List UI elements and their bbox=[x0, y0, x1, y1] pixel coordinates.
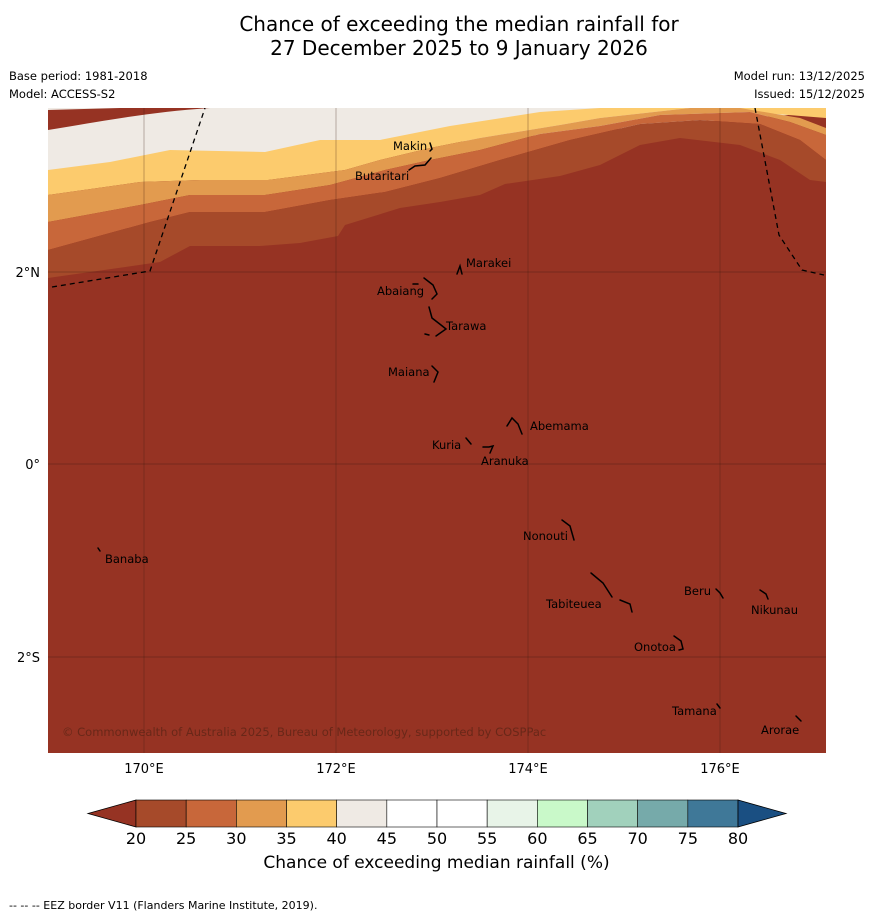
colorbar-segment bbox=[486, 799, 538, 828]
island-label-banaba: Banaba bbox=[105, 552, 149, 566]
issued-date: Issued: 15/12/2025 bbox=[754, 87, 865, 101]
meta-left: Base period: 1981-2018 Model: ACCESS-S2 bbox=[9, 67, 148, 103]
band-30-35 bbox=[48, 108, 826, 222]
colorbar bbox=[86, 799, 788, 828]
colorbar-extend-high bbox=[737, 799, 788, 828]
colorbar-segment bbox=[185, 799, 237, 828]
page-title: Chance of exceeding the median rainfall … bbox=[0, 12, 873, 60]
island-label-makin: Makin bbox=[393, 139, 427, 153]
colorbar-tick-label: 65 bbox=[577, 829, 597, 848]
lon-tick-labels: 170°E 172°E 174°E 176°E bbox=[124, 762, 740, 777]
island-label-kuria: Kuria bbox=[432, 438, 461, 452]
model-name: Model: ACCESS-S2 bbox=[9, 87, 116, 101]
lat-tick-0: 0° bbox=[25, 458, 40, 473]
island-label-arorae: Arorae bbox=[761, 723, 799, 737]
island-label-marakei: Marakei bbox=[466, 256, 511, 270]
base-period: Base period: 1981-2018 bbox=[9, 69, 148, 83]
island-label-beru: Beru bbox=[684, 584, 711, 598]
colorbar-segment bbox=[687, 799, 739, 828]
colorbar-segment bbox=[436, 799, 488, 828]
copyright-notice: © Commonwealth of Australia 2025, Bureau… bbox=[62, 725, 546, 739]
island-label-nonouti: Nonouti bbox=[523, 529, 568, 543]
lon-tick-176: 176°E bbox=[700, 762, 740, 777]
colorbar-tick-label: 55 bbox=[477, 829, 497, 848]
island-label-onotoa: Onotoa bbox=[634, 640, 676, 654]
colorbar-tick-label: 60 bbox=[527, 829, 547, 848]
title-line-2: 27 December 2025 to 9 January 2026 bbox=[270, 36, 648, 60]
colorbar-tick-label: 50 bbox=[427, 829, 447, 848]
island-label-abaiang: Abaiang bbox=[377, 284, 424, 298]
colorbar-tick-label: 70 bbox=[627, 829, 647, 848]
lon-tick-172: 172°E bbox=[316, 762, 356, 777]
colorbar-tick-label: 75 bbox=[678, 829, 698, 848]
eez-border bbox=[51, 108, 825, 288]
colorbar-segment bbox=[336, 799, 388, 828]
colorbar-tick-label: 45 bbox=[377, 829, 397, 848]
colorbar-tick-label: 80 bbox=[728, 829, 748, 848]
lon-tick-174: 174°E bbox=[508, 762, 548, 777]
island-label-abemama: Abemama bbox=[530, 419, 589, 433]
island-label-aranuka: Aranuka bbox=[481, 454, 529, 468]
colorbar-title: Chance of exceeding median rainfall (%) bbox=[263, 853, 610, 873]
colorbar-segment bbox=[236, 799, 287, 828]
colorbar-extend-low bbox=[86, 799, 137, 828]
colorbar-segment bbox=[637, 799, 689, 828]
meta-right: Model run: 13/12/2025 Issued: 15/12/2025 bbox=[734, 67, 865, 103]
colorbar-segment bbox=[135, 799, 187, 828]
lat-tick-2s: 2°S bbox=[17, 651, 40, 666]
island-labels: Makin Butaritari Marakei Abaiang Tarawa … bbox=[105, 139, 799, 737]
island-label-tabiteuea: Tabiteuea bbox=[545, 597, 602, 611]
colorbar-tick-label: 30 bbox=[226, 829, 246, 848]
colorbar-tick-label: 40 bbox=[326, 829, 346, 848]
colorbar-tick-label: 35 bbox=[276, 829, 296, 848]
eez-footnote: -- -- -- EEZ border V11 (Flanders Marine… bbox=[9, 899, 318, 912]
island-label-maiana: Maiana bbox=[388, 365, 430, 379]
lat-tick-labels: 2°N 0° 2°S bbox=[16, 266, 41, 666]
colorbar-segment bbox=[286, 799, 337, 828]
lat-tick-2n: 2°N bbox=[16, 266, 41, 281]
island-label-nikunau: Nikunau bbox=[751, 603, 798, 617]
lon-tick-170: 170°E bbox=[124, 762, 164, 777]
colorbar-tick-labels: 20 25 30 35 40 45 50 55 60 65 70 75 80 bbox=[126, 829, 748, 848]
colorbar-segment bbox=[587, 799, 638, 828]
island-label-butaritari: Butaritari bbox=[355, 169, 409, 183]
colorbar-segment bbox=[537, 799, 588, 828]
colorbar-tick-label: 20 bbox=[126, 829, 146, 848]
band-20-25 bbox=[48, 120, 826, 278]
model-run: Model run: 13/12/2025 bbox=[733, 69, 865, 83]
island-label-tarawa: Tarawa bbox=[445, 319, 486, 333]
band-35-40 bbox=[48, 108, 826, 195]
island-label-tamana: Tamana bbox=[671, 704, 717, 718]
colorbar-segment bbox=[386, 799, 438, 828]
grid-lines bbox=[48, 108, 826, 753]
title-line-1: Chance of exceeding the median rainfall … bbox=[239, 12, 679, 36]
probability-shading bbox=[48, 108, 826, 753]
island-outlines bbox=[97, 142, 802, 722]
colorbar-tick-label: 25 bbox=[176, 829, 196, 848]
